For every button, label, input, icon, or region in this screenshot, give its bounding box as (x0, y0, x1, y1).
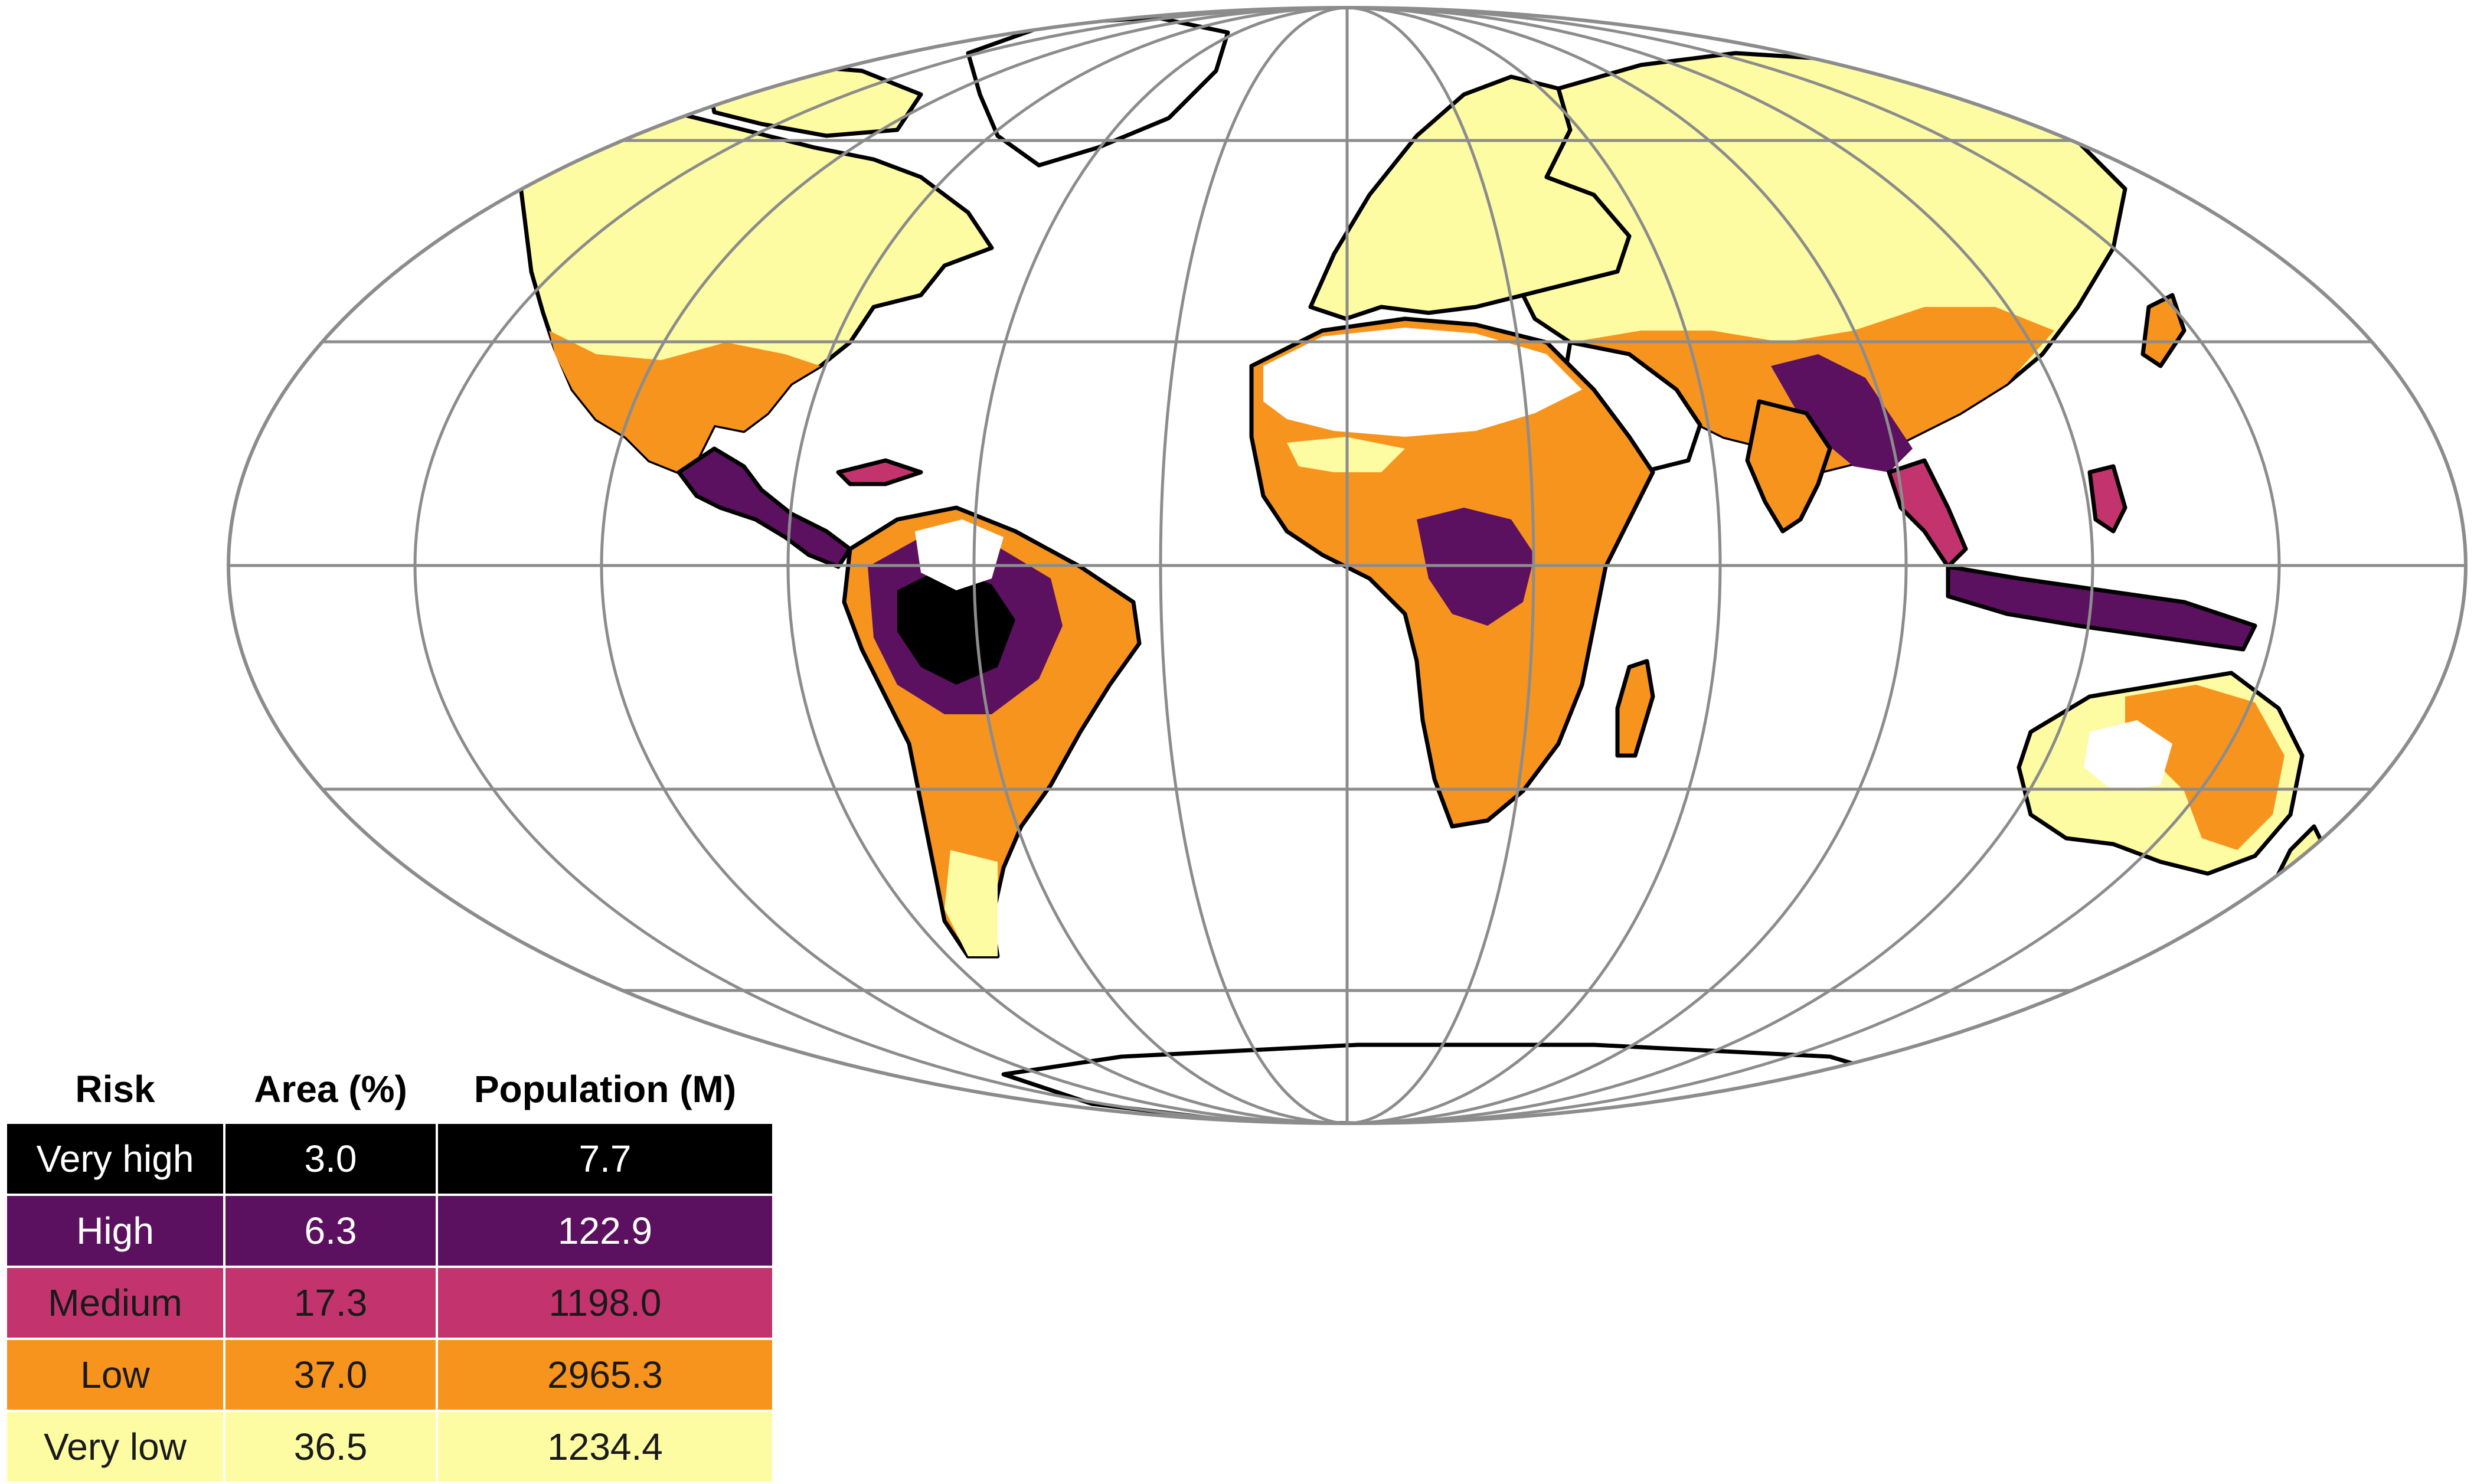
north-america-south-risk (549, 331, 821, 472)
sahara-no-data (1263, 328, 1582, 437)
population-value: 1234.4 (436, 1410, 774, 1484)
amazon-no-data (915, 519, 1004, 590)
amazon-very-high-risk (897, 567, 1015, 685)
table-row: High 6.3 122.9 (5, 1194, 774, 1268)
population-value: 1198.0 (436, 1266, 774, 1340)
population-value: 2965.3 (436, 1338, 774, 1412)
table-row: Low 37.0 2965.3 (5, 1338, 774, 1412)
central-america (676, 446, 852, 569)
area-value: 37.0 (223, 1338, 438, 1412)
patagonia-very-low (945, 850, 998, 956)
header-risk: Risk (75, 1068, 155, 1110)
graticule (228, 8, 2466, 1123)
philippines (2087, 464, 2127, 534)
caribbean-islands (836, 458, 923, 486)
risk-label: High (5, 1194, 225, 1268)
risk-label: Medium (5, 1266, 225, 1340)
indonesia (1946, 564, 2257, 652)
risk-label: Very high (5, 1122, 225, 1196)
madagascar (1615, 659, 1655, 758)
area-value: 3.0 (223, 1122, 438, 1196)
population-value: 7.7 (436, 1122, 774, 1196)
table-header-row: Risk Area (%) Population (M) (6, 1057, 773, 1123)
india (1745, 399, 1832, 534)
area-value: 17.3 (223, 1266, 438, 1340)
table-row: Very high 3.0 7.7 (5, 1122, 774, 1196)
risk-label: Low (5, 1338, 225, 1412)
area-value: 36.5 (223, 1410, 438, 1484)
risk-label: Very low (5, 1410, 225, 1484)
land-masses (517, 15, 2328, 1123)
header-population: Population (M) (473, 1068, 737, 1110)
globe-outline (227, 6, 2468, 1125)
table-row: Very low 36.5 1234.4 (5, 1410, 774, 1484)
table-row: Medium 17.3 1198.0 (5, 1266, 774, 1340)
area-value: 6.3 (223, 1194, 438, 1268)
population-value: 122.9 (436, 1194, 774, 1268)
risk-legend-table: Risk Area (%) Population (M) Very high 3… (5, 1057, 774, 1484)
header-area: Area (%) (254, 1068, 407, 1110)
australia-low (2125, 685, 2285, 850)
japan (2140, 293, 2187, 368)
australia-no-data (2084, 720, 2172, 791)
new-zealand (2264, 824, 2328, 911)
south-asia-high (1771, 354, 1913, 472)
